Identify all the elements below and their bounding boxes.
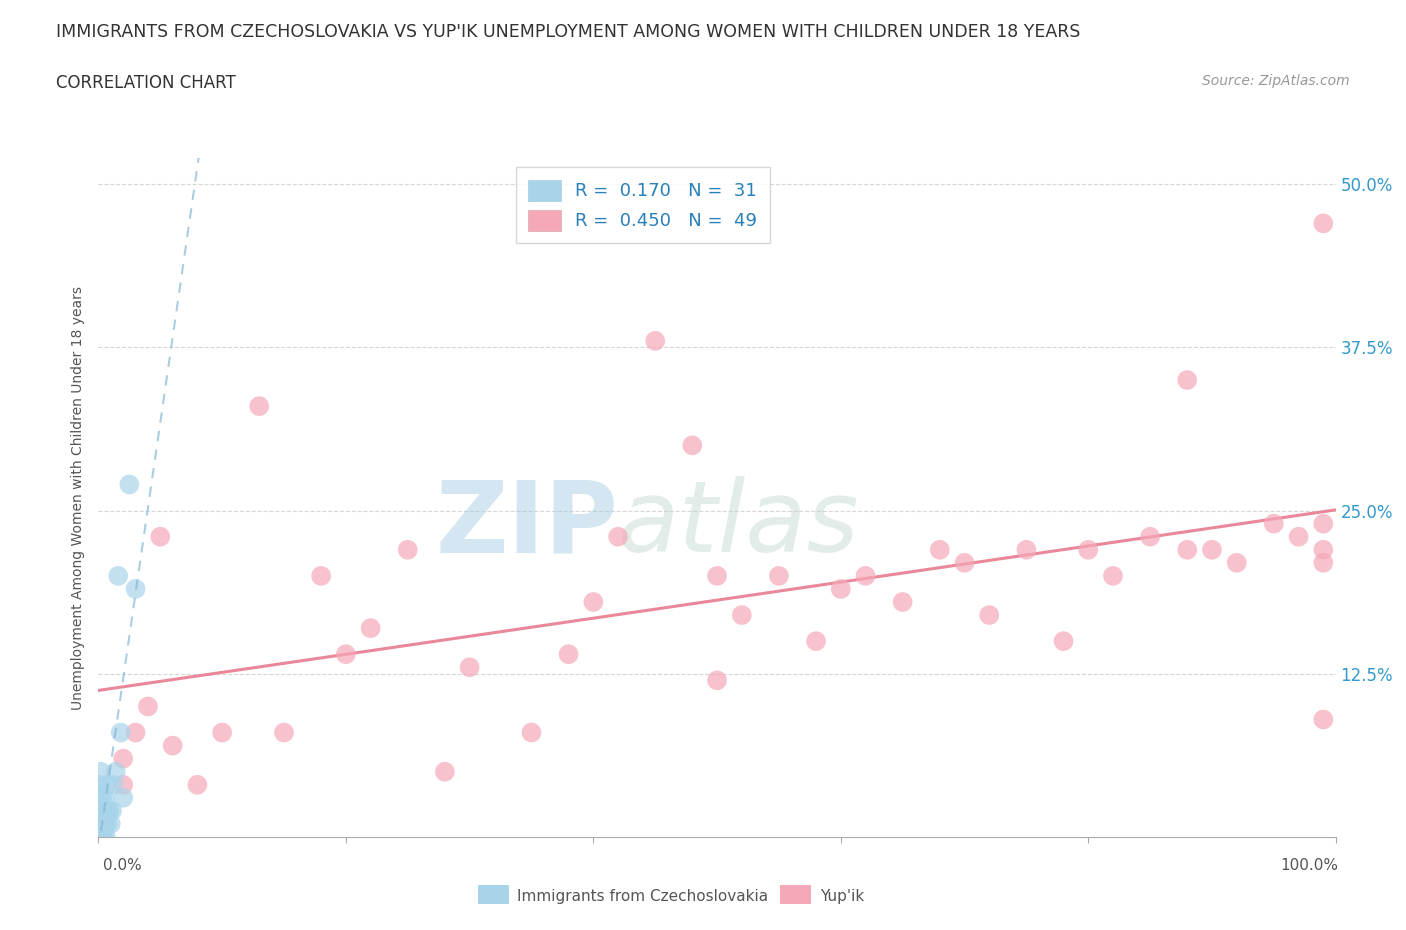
Point xyxy=(1201,542,1223,557)
Point xyxy=(644,334,666,349)
Point xyxy=(979,607,1001,622)
Point xyxy=(309,568,332,583)
Point xyxy=(1288,529,1310,544)
Text: atlas: atlas xyxy=(619,476,859,573)
Point xyxy=(94,830,117,844)
Point xyxy=(98,804,121,818)
Point xyxy=(1052,633,1074,648)
Point xyxy=(149,529,172,544)
Point xyxy=(1312,712,1334,727)
Point xyxy=(90,790,112,805)
Point xyxy=(582,594,605,609)
Point xyxy=(928,542,950,557)
Point xyxy=(396,542,419,557)
Point xyxy=(94,804,117,818)
Text: IMMIGRANTS FROM CZECHOSLOVAKIA VS YUP'IK UNEMPLOYMENT AMONG WOMEN WITH CHILDREN : IMMIGRANTS FROM CZECHOSLOVAKIA VS YUP'IK… xyxy=(56,23,1081,41)
Point xyxy=(953,555,976,570)
Point xyxy=(1015,542,1038,557)
Point xyxy=(112,751,135,766)
Point xyxy=(93,817,115,831)
Point xyxy=(211,725,233,740)
Point xyxy=(103,777,125,792)
Point xyxy=(93,804,115,818)
Point xyxy=(273,725,295,740)
Point xyxy=(124,581,146,596)
Point xyxy=(186,777,208,792)
Text: ZIP: ZIP xyxy=(436,476,619,573)
Point xyxy=(1077,542,1099,557)
Point xyxy=(93,790,115,805)
Point xyxy=(1312,555,1334,570)
Point xyxy=(1102,568,1125,583)
Point xyxy=(124,725,146,740)
Point xyxy=(97,804,120,818)
Point xyxy=(162,738,184,753)
Point xyxy=(1312,516,1334,531)
Point xyxy=(830,581,852,596)
Point xyxy=(110,725,132,740)
Text: Yup'ik: Yup'ik xyxy=(820,889,863,904)
Point xyxy=(433,764,456,779)
Point xyxy=(768,568,790,583)
Point xyxy=(91,804,114,818)
Point xyxy=(731,607,754,622)
Text: Immigrants from Czechoslovakia: Immigrants from Czechoslovakia xyxy=(517,889,769,904)
Point xyxy=(89,830,111,844)
Point xyxy=(891,594,914,609)
Point xyxy=(1226,555,1249,570)
Point xyxy=(91,817,114,831)
Point xyxy=(118,477,141,492)
Point xyxy=(706,673,728,688)
Point xyxy=(1175,373,1198,388)
Point xyxy=(91,830,114,844)
Point xyxy=(607,529,630,544)
Point xyxy=(136,699,159,714)
Point xyxy=(93,830,115,844)
Point xyxy=(112,777,135,792)
Point xyxy=(1139,529,1161,544)
Legend: R =  0.170   N =  31, R =  0.450   N =  49: R = 0.170 N = 31, R = 0.450 N = 49 xyxy=(516,167,770,243)
Point xyxy=(247,399,270,414)
Point xyxy=(681,438,703,453)
Point xyxy=(96,817,118,831)
Point xyxy=(112,790,135,805)
Y-axis label: Unemployment Among Women with Children Under 18 years: Unemployment Among Women with Children U… xyxy=(72,286,86,710)
Point xyxy=(101,804,124,818)
Point xyxy=(91,790,114,805)
Text: Source: ZipAtlas.com: Source: ZipAtlas.com xyxy=(1202,74,1350,88)
Point xyxy=(520,725,543,740)
Point xyxy=(107,568,129,583)
Point xyxy=(335,646,357,661)
Point xyxy=(1175,542,1198,557)
Point xyxy=(1312,542,1334,557)
Point xyxy=(1263,516,1285,531)
Point xyxy=(360,620,382,635)
Point xyxy=(96,777,118,792)
Point xyxy=(100,817,122,831)
Point xyxy=(89,817,111,831)
Point xyxy=(706,568,728,583)
Text: CORRELATION CHART: CORRELATION CHART xyxy=(56,74,236,92)
Text: 0.0%: 0.0% xyxy=(103,857,142,872)
Point xyxy=(1312,216,1334,231)
Point xyxy=(90,830,112,844)
Point xyxy=(89,777,111,792)
Point xyxy=(104,764,127,779)
Point xyxy=(557,646,579,661)
Point xyxy=(458,660,481,675)
Point xyxy=(89,804,111,818)
Point xyxy=(855,568,877,583)
Point xyxy=(90,817,112,831)
Text: 100.0%: 100.0% xyxy=(1281,857,1339,872)
Point xyxy=(804,633,827,648)
Point xyxy=(90,764,112,779)
